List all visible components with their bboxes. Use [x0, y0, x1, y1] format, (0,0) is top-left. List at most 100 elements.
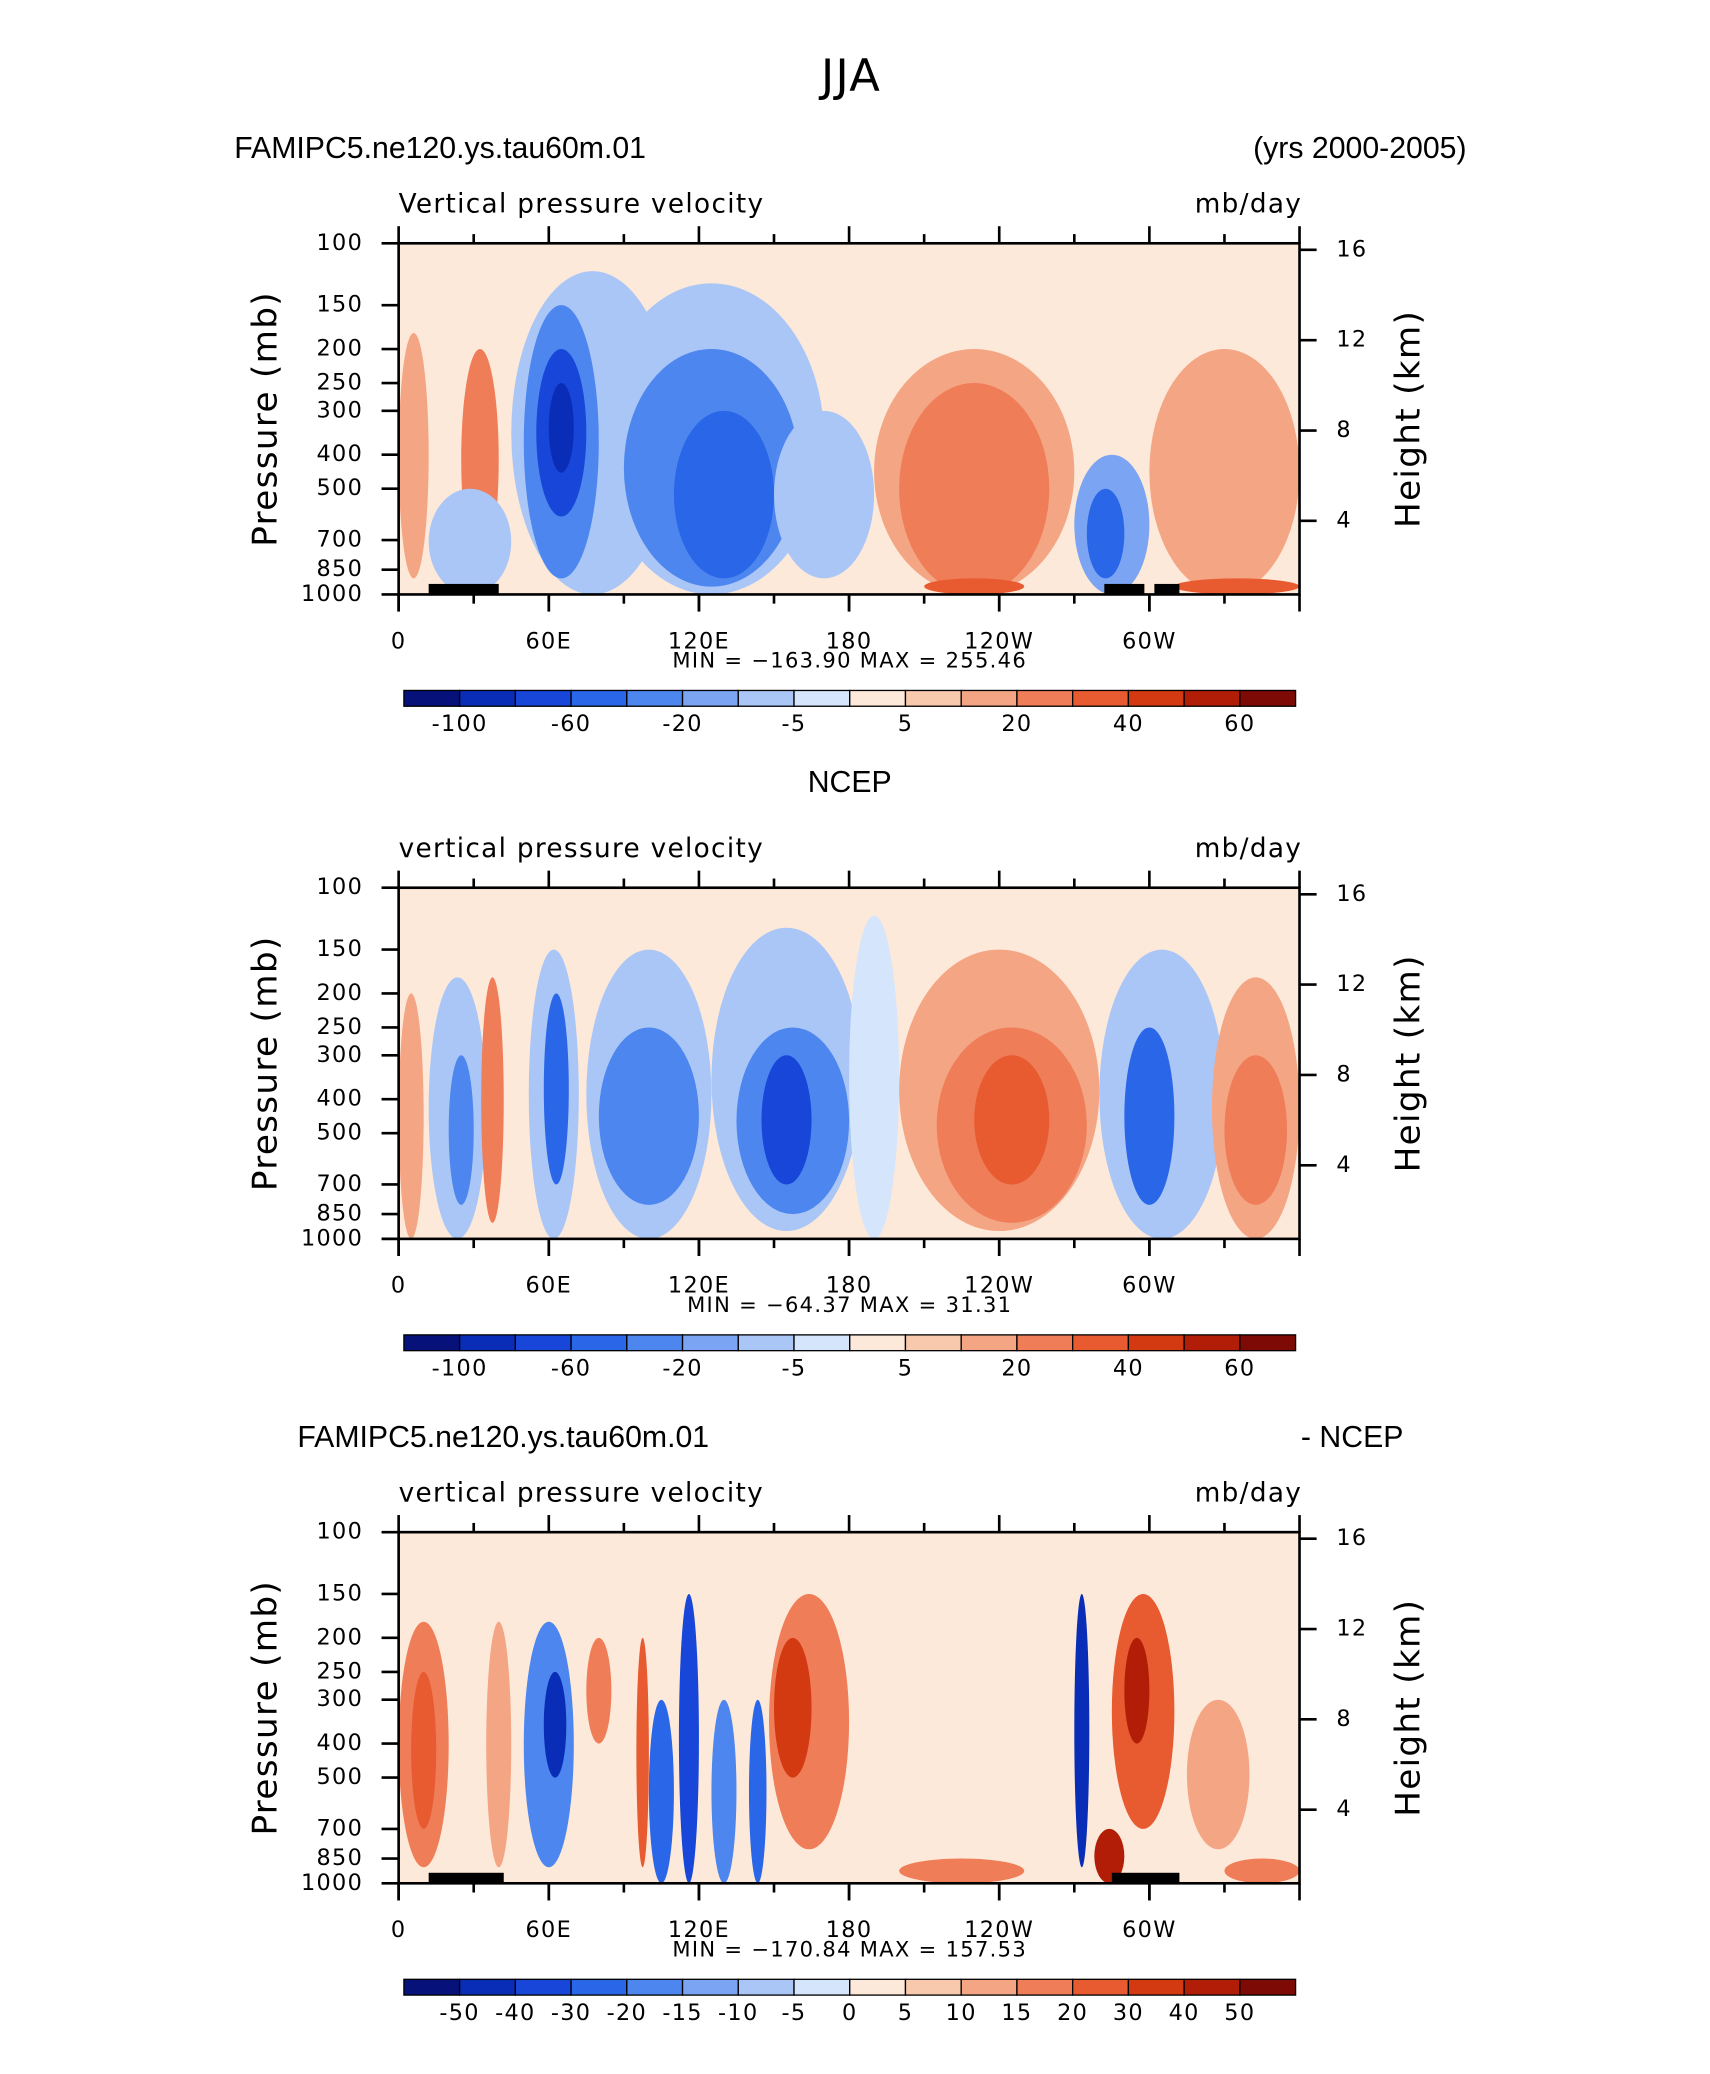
colorbar-box — [1183, 689, 1241, 707]
x-tick-label: 60E — [526, 628, 573, 654]
field-region — [1074, 1593, 1090, 1868]
y-tick-label: 400 — [317, 1730, 364, 1756]
y-tick-label: 500 — [317, 1120, 364, 1146]
field-region — [398, 332, 429, 579]
field-shapes — [398, 887, 1300, 1239]
colorbar-box — [514, 1334, 572, 1352]
field-shapes — [398, 1532, 1300, 1884]
y-axis-title: Pressure (mb) — [246, 291, 286, 547]
contour-field — [398, 243, 1300, 595]
y-tick-label: 150 — [317, 936, 364, 962]
colorbar-label: 5 — [898, 2000, 914, 2026]
field-region — [411, 1671, 437, 1829]
y-tick-label: 850 — [317, 556, 364, 582]
field-region — [548, 383, 574, 473]
y-tick-label: 500 — [317, 475, 364, 501]
colorbar-label: 30 — [1113, 2000, 1144, 2026]
panel-title-left: FAMIPC5.ne120.ys.tau60m.01 — [234, 132, 646, 165]
field-region — [1174, 578, 1300, 595]
topography — [1111, 1872, 1180, 1884]
x-tick-label: 60E — [526, 1273, 573, 1299]
colorbar-box — [570, 1978, 628, 1996]
topography — [428, 1872, 504, 1884]
y-tick-label: 150 — [317, 1580, 364, 1606]
colorbar-label: 20 — [1001, 711, 1032, 737]
y-tick-label: 700 — [317, 1171, 364, 1197]
colorbar-box — [514, 689, 572, 707]
field-region — [1224, 1858, 1300, 1884]
colorbar-box — [849, 1334, 907, 1352]
colorbar-box — [1016, 689, 1074, 707]
field-region — [1186, 1699, 1250, 1850]
field-region — [543, 993, 569, 1185]
field-region — [1086, 488, 1125, 579]
colorbar-box — [1127, 689, 1185, 707]
field-region — [1149, 349, 1300, 595]
colorbar-label: -60 — [551, 1356, 591, 1382]
colorbar-box — [849, 689, 907, 707]
field-region — [648, 1699, 674, 1884]
colorbar-box — [681, 689, 739, 707]
colorbar-label: -5 — [782, 711, 807, 737]
x-tick-label: 180 — [826, 1917, 873, 1943]
colorbar-box — [793, 1978, 851, 1996]
variable-label: vertical pressure velocity — [399, 1479, 764, 1509]
panel-title-right: - NCEP — [1301, 1421, 1403, 1454]
colorbar-box — [793, 1334, 851, 1352]
y2-tick-label: 4 — [1336, 507, 1352, 533]
field-region — [428, 488, 512, 595]
field-region — [448, 1055, 474, 1205]
colorbar-box — [960, 1334, 1018, 1352]
colorbar-label: 20 — [1001, 1356, 1032, 1382]
field-region — [481, 977, 504, 1223]
colorbar-label: -20 — [662, 711, 702, 737]
colorbar-label: -100 — [432, 711, 488, 737]
y-tick-label: 200 — [317, 336, 364, 362]
colorbar-box — [403, 689, 461, 707]
field-region — [899, 383, 1050, 595]
x-tick-label: 60W — [1122, 1917, 1176, 1943]
colorbar-box — [626, 1978, 684, 1996]
colorbar-label: 60 — [1224, 1356, 1255, 1382]
colorbar-box — [1072, 1978, 1130, 1996]
x-tick-label: 120W — [964, 1273, 1034, 1299]
x-tick-label: 120E — [668, 1273, 730, 1299]
colorbar-box — [681, 1978, 739, 1996]
y-tick-label: 100 — [317, 1519, 364, 1545]
colorbar-box — [737, 1334, 795, 1352]
contour-field — [398, 1532, 1300, 1884]
y2-tick-label: 8 — [1336, 1706, 1352, 1732]
field-region — [774, 1637, 812, 1778]
colorbar-label: 20 — [1057, 2000, 1088, 2026]
y-tick-label: 850 — [317, 1845, 364, 1871]
colorbar-label: -5 — [782, 2000, 807, 2026]
y-tick-label: 1000 — [301, 1225, 363, 1251]
field-region — [398, 993, 424, 1239]
colorbar-box — [458, 1978, 517, 1996]
y-tick-label: 400 — [317, 1086, 364, 1112]
colorbar-label: 40 — [1113, 1356, 1144, 1382]
y-tick-label: 200 — [317, 1624, 364, 1650]
colorbar-label: 5 — [898, 711, 914, 737]
y-tick-label: 500 — [317, 1764, 364, 1790]
y2-tick-label: 12 — [1336, 971, 1367, 997]
x-tick-label: 120W — [964, 1917, 1034, 1943]
colorbar-box — [1239, 689, 1297, 707]
field-region — [1124, 1637, 1150, 1744]
field-region — [899, 1858, 1025, 1884]
y-tick-label: 400 — [317, 441, 364, 467]
x-tick-label: 180 — [826, 1273, 873, 1299]
colorbar-box — [1183, 1334, 1241, 1352]
contour-field — [398, 887, 1300, 1239]
y-tick-label: 250 — [317, 1658, 364, 1684]
panel-title-left: FAMIPC5.ne120.ys.tau60m.01 — [297, 1421, 709, 1454]
field-region — [924, 578, 1025, 595]
colorbar-label: 40 — [1113, 711, 1144, 737]
y2-tick-label: 8 — [1336, 417, 1352, 443]
colorbar-box — [1016, 1334, 1074, 1352]
y2-axis-title: Height (km) — [1388, 954, 1428, 1172]
colorbar-label: 10 — [946, 2000, 977, 2026]
colorbar-box — [626, 689, 684, 707]
x-tick-label: 60E — [526, 1917, 573, 1943]
variable-label: Vertical pressure velocity — [399, 190, 765, 220]
